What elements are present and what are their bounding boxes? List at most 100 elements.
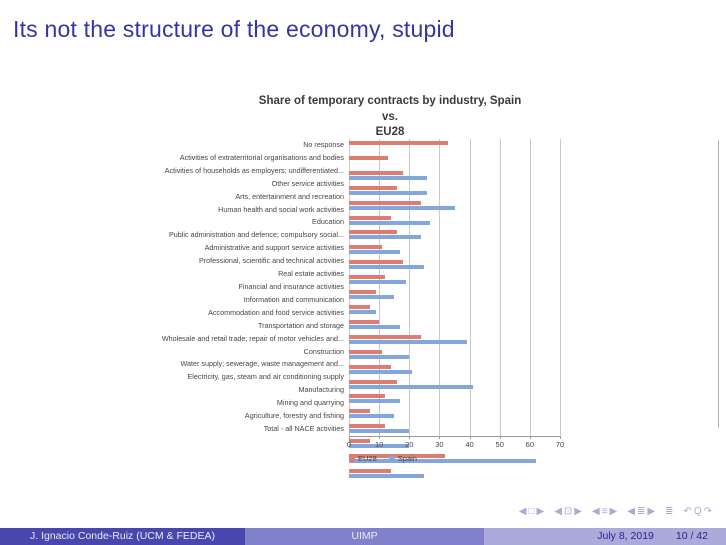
bar-row	[349, 290, 560, 303]
category-label: Manufacturing	[298, 385, 344, 395]
bar-eu28	[349, 200, 422, 205]
category-label: Real estate activities	[278, 269, 344, 279]
axis-tick	[439, 436, 441, 439]
axis-tick-label: 50	[495, 440, 504, 449]
axis-tick-label: 60	[525, 440, 535, 449]
history-back-icon[interactable]: ↶	[683, 506, 692, 517]
category-label: Arts, entertainment and recreation	[235, 191, 344, 201]
bar-eu28	[349, 215, 392, 220]
category-label: Accommodation and food service activitie…	[208, 307, 344, 317]
bar-row	[349, 394, 560, 407]
bar-spain	[349, 280, 407, 285]
bar-eu28	[349, 319, 380, 324]
bar-spain	[349, 235, 422, 240]
bar-spain	[349, 399, 401, 404]
chart-title-line2: EU28	[375, 126, 405, 139]
bar-eu28	[349, 334, 422, 339]
bar-eu28	[349, 155, 389, 160]
chart-right-border	[718, 140, 719, 428]
chart-plot	[349, 139, 561, 478]
nav-group: ↶ Q ↷	[683, 505, 712, 519]
axis-tick-label: 10	[374, 440, 384, 449]
category-label: Construction	[303, 346, 344, 356]
bar-eu28	[349, 394, 386, 399]
subsection-forward-icon[interactable]: ▶	[647, 506, 656, 517]
search-icon[interactable]: Q	[693, 506, 702, 517]
bar-eu28	[349, 379, 398, 384]
bar-spain	[349, 339, 467, 344]
footer-date: July 8, 2019	[597, 530, 654, 542]
bar-eu28	[349, 245, 383, 250]
bar-row	[349, 275, 560, 288]
slide-forward-icon[interactable]: ▶	[536, 506, 545, 517]
bar-spain	[349, 309, 377, 314]
bar-eu28	[349, 230, 398, 235]
nav-group: ◀ ≣ ▶	[627, 505, 655, 519]
bar-row	[349, 334, 560, 348]
category-label: Mining and quarrying	[276, 398, 344, 408]
axis-tick	[409, 436, 411, 439]
bar-row	[349, 141, 560, 154]
bar-row	[349, 409, 560, 422]
bar-eu28	[349, 409, 371, 414]
category-label: Wholesale and retail trade; repair of mo…	[161, 333, 344, 343]
nav-group: ◀ □ ▶	[519, 505, 544, 519]
bar-eu28	[349, 364, 392, 369]
footer-page-number: 10 / 42	[675, 530, 708, 542]
bar-spain	[349, 459, 536, 464]
category-label: Activities of extraterritorial organisat…	[179, 152, 344, 162]
section-forward-icon[interactable]: ▶	[609, 506, 618, 517]
section-icon[interactable]: ≡	[601, 506, 608, 517]
legend-label: Spain	[397, 454, 417, 463]
bar-row	[349, 454, 560, 467]
bar-eu28	[349, 468, 392, 473]
axis-tick-label: 30	[435, 440, 444, 449]
footer-author: J. Ignacio Conde-Ruiz (UCM & FEDEA)	[0, 528, 245, 545]
frame-back-icon[interactable]: ◀	[554, 506, 562, 517]
category-label: Professional, scientific and technical a…	[198, 256, 344, 266]
bar-row	[349, 215, 560, 229]
chart-body: No response Activities of extraterritoria…	[130, 139, 561, 478]
category-label: Human health and social work activities	[218, 204, 344, 214]
category-label: Activities of households as employers; u…	[164, 165, 344, 175]
bar-row	[349, 304, 560, 318]
legend-item-eu28: EU28	[349, 454, 377, 463]
axis-tick-label: 70	[555, 440, 565, 449]
legend-swatch-spain	[388, 455, 395, 462]
bar-row	[349, 185, 560, 199]
gridline	[379, 139, 381, 436]
chart-legend: EU28 Spain	[349, 454, 417, 463]
category-label: Transportation and storage	[257, 320, 344, 330]
category-label: Education	[312, 217, 344, 227]
category-label: Other service activities	[271, 178, 344, 188]
appendix-icon[interactable]: ≣	[665, 506, 674, 517]
gridline	[499, 139, 501, 436]
temporary-contracts-chart: Share of temporary contracts by industry…	[130, 88, 575, 478]
category-label: No response	[303, 140, 344, 149]
frame-icon[interactable]: ⊡	[563, 506, 573, 517]
gridline	[560, 139, 561, 436]
chart-rows	[349, 139, 560, 478]
bar-eu28	[349, 349, 383, 354]
subsection-back-icon[interactable]: ◀	[627, 506, 635, 517]
bar-spain	[349, 384, 473, 389]
bar-row	[349, 439, 560, 452]
frame-forward-icon[interactable]: ▶	[574, 506, 582, 517]
section-back-icon[interactable]: ◀	[592, 506, 600, 517]
bar-spain	[349, 250, 401, 255]
slide-back-icon[interactable]: ◀	[518, 506, 527, 517]
beamer-navigation-bar: ◀ □ ▶ ◀ ⊡ ▶ ◀ ≡ ▶ ◀ ≣ ▶ ≣ ↶ Q ↷	[512, 505, 712, 519]
category-label: Agriculture, forestry and fishing	[244, 411, 344, 421]
axis-tick	[469, 436, 471, 439]
slide-icon[interactable]: □	[528, 506, 535, 517]
bar-row	[349, 424, 560, 437]
bar-eu28	[349, 304, 371, 309]
category-label: Total - all NACE activities	[263, 423, 344, 433]
legend-swatch-eu28	[349, 455, 355, 462]
bar-spain	[349, 414, 395, 419]
subsection-icon[interactable]: ≣	[636, 506, 646, 517]
bar-row	[349, 364, 560, 378]
history-forward-icon[interactable]: ↷	[703, 506, 712, 517]
axis-tick	[379, 436, 381, 439]
